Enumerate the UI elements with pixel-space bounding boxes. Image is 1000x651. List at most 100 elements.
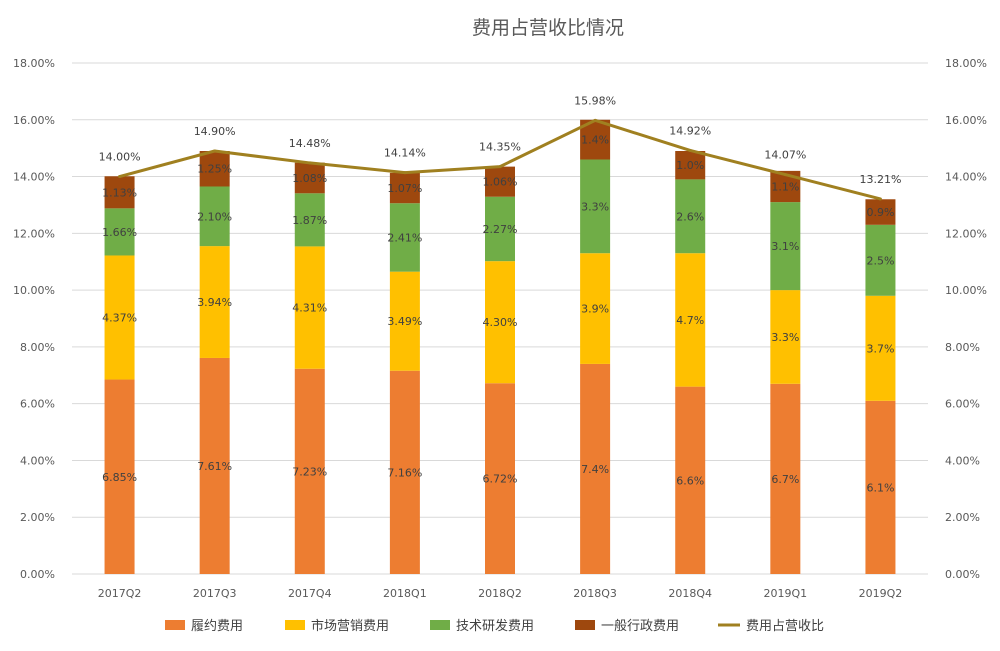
y-tick-label-right: 12.00% [945, 227, 987, 240]
legend-label: 技术研发费用 [456, 618, 534, 634]
y-tick-label-left: 10.00% [13, 284, 55, 297]
segment-data-label: 2.41% [387, 231, 422, 244]
total-data-label: 14.14% [384, 147, 426, 160]
segment-data-label: 4.30% [483, 316, 518, 329]
data-labels: 6.85% 4.37% 1.66% 1.13% 7.61% 3.94% 2.10% 1.25%… [99, 94, 902, 494]
bar-segment [485, 383, 515, 574]
bar-segment [389, 203, 420, 272]
bar-segment [294, 368, 325, 574]
y-tick-label-right: 0.00% [945, 568, 980, 581]
y-tick-label-left: 18.00% [13, 57, 55, 70]
segment-data-label: 1.06% [483, 176, 518, 189]
bar-segment [199, 357, 230, 574]
x-tick-label: 2018Q1 [383, 587, 427, 600]
segment-data-label: 6.7% [771, 473, 799, 486]
y-axis-right: 0.00% 2.00% 4.00% 6.00% 8.00% 10.00% 12.00% 14.… [945, 57, 987, 581]
x-tick-label: 2017Q2 [98, 587, 142, 600]
x-tick-label: 2019Q2 [859, 587, 903, 600]
y-tick-label-left: 0.00% [20, 568, 55, 581]
segment-data-label: 6.6% [676, 474, 704, 487]
x-tick-label: 2018Q4 [668, 587, 712, 600]
bar-segment [770, 290, 801, 384]
bar-segment [389, 172, 420, 204]
y-tick-label-left: 4.00% [20, 454, 55, 467]
total-data-label: 14.92% [669, 124, 711, 137]
segment-data-label: 1.07% [387, 182, 422, 195]
bar-segment [675, 179, 706, 254]
total-data-label: 14.90% [194, 125, 236, 138]
bar-segment [104, 379, 135, 574]
legend: 履约费用 市场营销费用 技术研发费用 一般行政费用 费用占营收比 [165, 618, 824, 634]
legend-swatch [430, 620, 450, 630]
y-tick-label-right: 4.00% [945, 454, 980, 467]
y-tick-label-left: 12.00% [13, 227, 55, 240]
segment-data-label: 3.94% [197, 296, 232, 309]
line-point [878, 197, 882, 201]
bar-segment [294, 246, 325, 369]
total-data-label: 14.48% [289, 137, 331, 150]
bar-segment [865, 400, 896, 574]
segment-data-label: 3.1% [771, 240, 799, 253]
segment-data-label: 6.72% [483, 473, 518, 486]
line-point [783, 173, 787, 177]
y-tick-label-left: 6.00% [20, 398, 55, 411]
bar-segment [104, 255, 135, 380]
segment-data-label: 4.31% [292, 302, 327, 315]
bar-segment [485, 261, 515, 384]
y-tick-label-right: 10.00% [945, 284, 987, 297]
segment-data-label: 2.10% [197, 210, 232, 223]
bars [104, 119, 896, 574]
total-data-label: 14.07% [764, 149, 806, 162]
bar-segment [104, 208, 135, 256]
segment-data-label: 1.4% [581, 134, 609, 147]
total-data-label: 14.35% [479, 141, 521, 154]
segment-data-label: 1.13% [102, 186, 137, 199]
legend-swatch [165, 620, 185, 630]
bar-segment [675, 253, 706, 387]
segment-data-label: 1.0% [676, 159, 704, 172]
bar-segment [770, 202, 801, 291]
y-axis-left: 0.00% 2.00% 4.00% 6.00% 8.00% 10.00% 12.00% 14.… [13, 57, 55, 581]
bar-segment [865, 224, 896, 296]
y-tick-label-left: 8.00% [20, 341, 55, 354]
y-tick-label-left: 14.00% [13, 171, 55, 184]
x-tick-label: 2019Q1 [764, 587, 808, 600]
y-tick-label-right: 18.00% [945, 57, 987, 70]
bar-segment [485, 196, 515, 262]
total-data-label: 14.00% [99, 151, 141, 164]
segment-data-label: 3.9% [581, 303, 609, 316]
segment-data-label: 4.7% [676, 314, 704, 327]
chart-title: 费用占营收比情况 [472, 17, 624, 39]
bar-segment [294, 193, 325, 247]
segment-data-label: 2.27% [483, 223, 518, 236]
bar-segment [294, 162, 325, 194]
line-point [308, 161, 312, 165]
bar-segment [580, 253, 611, 364]
legend-label: 费用占营收比 [746, 619, 824, 634]
legend-label: 履约费用 [191, 619, 243, 634]
bar-segment [389, 370, 420, 574]
segment-data-label: 6.85% [102, 471, 137, 484]
y-tick-label-right: 2.00% [945, 511, 980, 524]
x-tick-label: 2017Q3 [193, 587, 237, 600]
bar-segment [770, 383, 801, 574]
bar-segment [389, 271, 420, 371]
segment-data-label: 7.4% [581, 463, 609, 476]
bar-segment [199, 246, 230, 358]
segment-data-label: 2.6% [676, 210, 704, 223]
segment-data-label: 7.16% [387, 466, 422, 479]
line-point [213, 149, 217, 153]
x-axis: 2017Q2 2017Q3 2017Q4 2018Q1 2018Q2 2018Q3 2018… [98, 587, 903, 600]
segment-data-label: 7.61% [197, 460, 232, 473]
segment-data-label: 1.1% [771, 180, 799, 193]
line-point [403, 171, 407, 175]
y-tick-label-right: 14.00% [945, 171, 987, 184]
total-data-label: 13.21% [859, 173, 901, 186]
y-tick-label-left: 2.00% [20, 511, 55, 524]
segment-data-label: 1.66% [102, 226, 137, 239]
bar-segment [580, 363, 611, 574]
bar-segment [199, 151, 230, 187]
bar-segment [675, 386, 706, 574]
x-tick-label: 2017Q4 [288, 587, 332, 600]
bar-segment [675, 151, 706, 180]
